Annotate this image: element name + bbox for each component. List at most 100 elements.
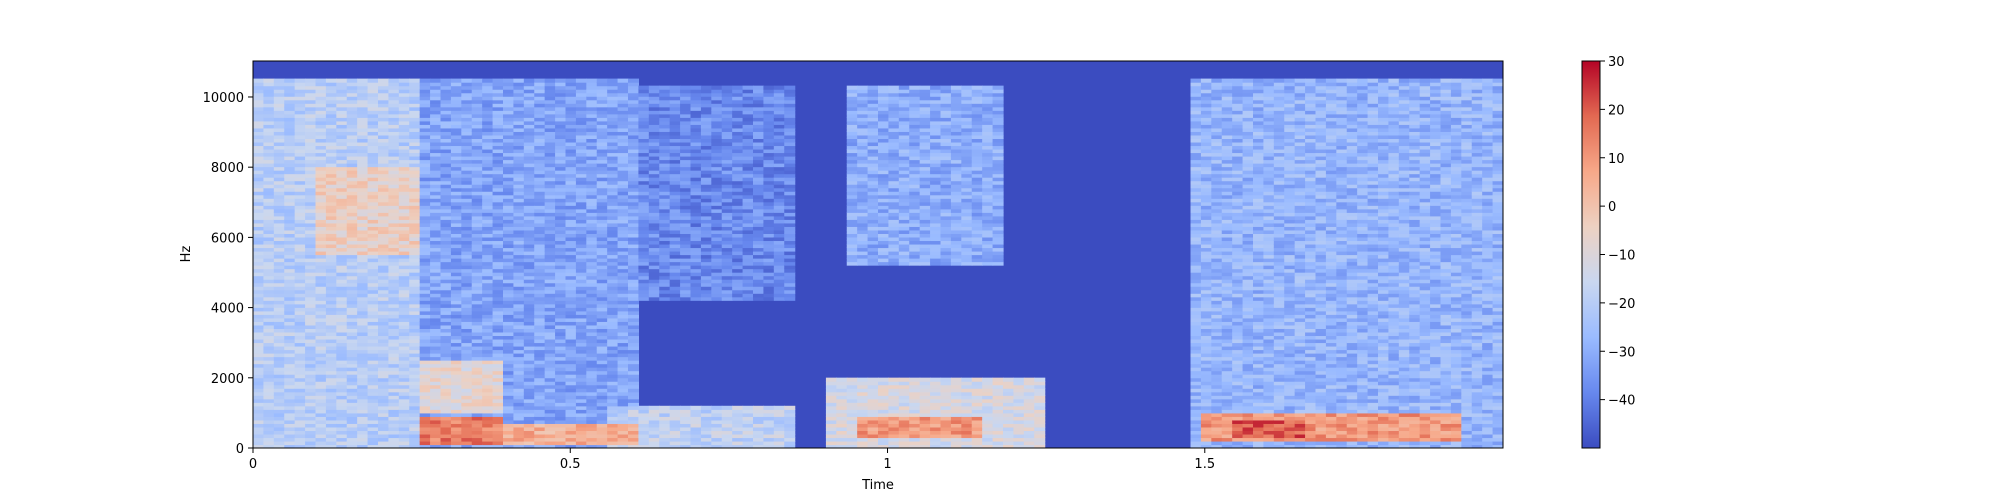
heatmap-cell — [638, 251, 649, 255]
heatmap-cell — [493, 265, 504, 269]
heatmap-cell — [388, 360, 399, 364]
heatmap-cell — [576, 304, 587, 308]
heatmap-cell — [566, 335, 577, 339]
heatmap-cell — [399, 409, 410, 413]
heatmap-cell — [555, 430, 566, 434]
heatmap-cell — [326, 226, 337, 230]
heatmap-cell — [409, 328, 420, 332]
heatmap-cell — [513, 79, 524, 83]
heatmap-cell — [305, 265, 316, 269]
heatmap-cell — [420, 244, 431, 248]
heatmap-cell — [659, 219, 670, 223]
heatmap-cell — [784, 198, 795, 202]
heatmap-cell — [649, 258, 660, 262]
heatmap-cell — [774, 420, 785, 424]
heatmap-cell — [274, 409, 285, 413]
heatmap-cell — [743, 437, 754, 441]
heatmap-cell — [743, 107, 754, 111]
heatmap-cell — [753, 174, 764, 178]
heatmap-cell — [670, 286, 681, 290]
heatmap-cell — [357, 240, 368, 244]
heatmap-cell — [513, 437, 524, 441]
heatmap-cell — [586, 244, 597, 248]
heatmap-cell — [586, 381, 597, 385]
heatmap-cell — [274, 388, 285, 392]
heatmap-cell — [357, 325, 368, 329]
heatmap-cell — [388, 392, 399, 396]
heatmap-cell — [409, 247, 420, 251]
heatmap-cell — [284, 103, 295, 107]
heatmap-cell — [534, 385, 545, 389]
heatmap-cell — [451, 276, 462, 280]
heatmap-cell — [493, 374, 504, 378]
heatmap-cell — [524, 286, 535, 290]
heatmap-cell — [586, 434, 597, 438]
heatmap-cell — [305, 152, 316, 156]
heatmap-cell — [586, 202, 597, 206]
heatmap-cell — [482, 430, 493, 434]
heatmap-cell — [701, 198, 712, 202]
heatmap-cell — [743, 152, 754, 156]
heatmap-cell — [347, 311, 358, 315]
heatmap-cell — [691, 430, 702, 434]
heatmap-cell — [722, 195, 733, 199]
heatmap-cell — [607, 138, 618, 142]
heatmap-cell — [430, 131, 441, 135]
heatmap-cell — [409, 349, 420, 353]
heatmap-cell — [618, 353, 629, 357]
heatmap-cell — [388, 195, 399, 199]
heatmap-cell — [357, 392, 368, 396]
heatmap-cell — [378, 437, 389, 441]
heatmap-cell — [691, 209, 702, 213]
heatmap-cell — [409, 226, 420, 230]
heatmap-cell — [607, 300, 618, 304]
heatmap-cell — [336, 378, 347, 382]
heatmap-cell — [774, 198, 785, 202]
heatmap-cell — [420, 177, 431, 181]
heatmap-cell — [388, 346, 399, 350]
heatmap-cell — [701, 413, 712, 417]
heatmap-cell — [295, 96, 306, 100]
heatmap-cell — [732, 128, 743, 132]
heatmap-cell — [701, 138, 712, 142]
heatmap-cell — [305, 283, 316, 287]
heatmap-cell — [597, 152, 608, 156]
heatmap-cell — [253, 346, 264, 350]
heatmap-cell — [326, 138, 337, 142]
heatmap-cell — [680, 142, 691, 146]
heatmap-cell — [284, 437, 295, 441]
heatmap-cell — [305, 293, 316, 297]
heatmap-cell — [566, 131, 577, 135]
heatmap-cell — [607, 346, 618, 350]
heatmap-cell — [274, 364, 285, 368]
heatmap-cell — [691, 170, 702, 174]
heatmap-cell — [326, 434, 337, 438]
heatmap-cell — [753, 160, 764, 164]
heatmap-cell — [284, 349, 295, 353]
heatmap-cell — [680, 89, 691, 93]
heatmap-cell — [649, 427, 660, 431]
heatmap-cell — [711, 209, 722, 213]
heatmap-cell — [534, 219, 545, 223]
heatmap-cell — [503, 117, 514, 121]
heatmap-cell — [482, 286, 493, 290]
heatmap-cell — [743, 135, 754, 139]
heatmap-cell — [534, 209, 545, 213]
heatmap-cell — [566, 332, 577, 336]
heatmap-cell — [399, 307, 410, 311]
heatmap-cell — [670, 240, 681, 244]
heatmap-cell — [753, 279, 764, 283]
heatmap-cell — [253, 247, 264, 251]
heatmap-cell — [347, 378, 358, 382]
heatmap-cell — [513, 321, 524, 325]
heatmap-cell — [493, 258, 504, 262]
heatmap-cell — [513, 332, 524, 336]
heatmap-cell — [691, 272, 702, 276]
heatmap-cell — [409, 124, 420, 128]
heatmap-cell — [680, 184, 691, 188]
heatmap-cell — [513, 269, 524, 273]
heatmap-cell — [670, 269, 681, 273]
heatmap-cell — [461, 205, 472, 209]
heatmap-cell — [430, 117, 441, 121]
heatmap-cell — [420, 293, 431, 297]
